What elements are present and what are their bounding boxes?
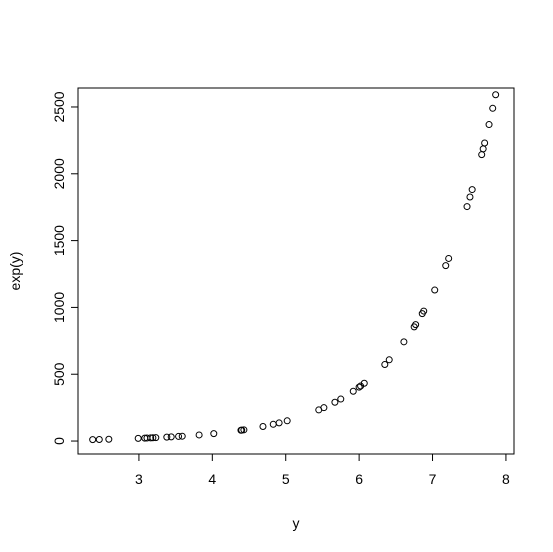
point <box>163 433 171 441</box>
point <box>89 436 97 444</box>
point <box>331 398 339 406</box>
point <box>492 91 500 99</box>
x-tick-label: 5 <box>282 471 290 487</box>
y-tick-label: 2000 <box>51 158 67 189</box>
point <box>349 387 357 395</box>
x-tick-label: 8 <box>502 471 510 487</box>
point <box>195 431 203 439</box>
plot-frame <box>77 87 515 455</box>
point <box>445 254 453 262</box>
point <box>175 432 183 440</box>
point <box>479 145 487 153</box>
point <box>420 307 428 315</box>
x-tick-label: 6 <box>355 471 363 487</box>
point <box>468 186 476 194</box>
point <box>485 121 493 129</box>
point <box>149 434 157 442</box>
point <box>463 203 471 211</box>
point <box>134 434 142 442</box>
point <box>360 379 368 387</box>
point <box>152 434 160 442</box>
point <box>466 193 474 201</box>
point <box>431 286 439 294</box>
point <box>283 417 291 425</box>
point <box>240 426 248 434</box>
point <box>105 435 113 443</box>
point <box>478 151 486 159</box>
x-tick-label: 4 <box>208 471 216 487</box>
point <box>337 395 345 403</box>
y-tick-label: 2500 <box>51 91 67 122</box>
x-tick-label: 3 <box>135 471 143 487</box>
point <box>355 383 363 391</box>
y-tick-label: 1500 <box>51 225 67 256</box>
y-tick-label: 0 <box>51 437 67 445</box>
point <box>147 434 155 442</box>
x-tick-label: 7 <box>429 471 437 487</box>
point <box>178 432 186 440</box>
y-tick-label: 500 <box>51 362 67 386</box>
y-tick-label: 1000 <box>51 292 67 323</box>
x-axis-label: y <box>293 515 300 531</box>
point <box>269 420 277 428</box>
point <box>381 361 389 369</box>
point <box>95 435 103 443</box>
point <box>442 262 450 270</box>
point <box>275 419 283 427</box>
point <box>210 430 218 438</box>
point <box>259 422 267 430</box>
point <box>385 356 393 364</box>
point <box>412 321 420 329</box>
point <box>489 104 497 112</box>
point <box>400 338 408 346</box>
point <box>167 433 175 441</box>
point <box>481 139 489 147</box>
point <box>320 404 328 412</box>
y-axis-label: exp(y) <box>7 252 23 291</box>
